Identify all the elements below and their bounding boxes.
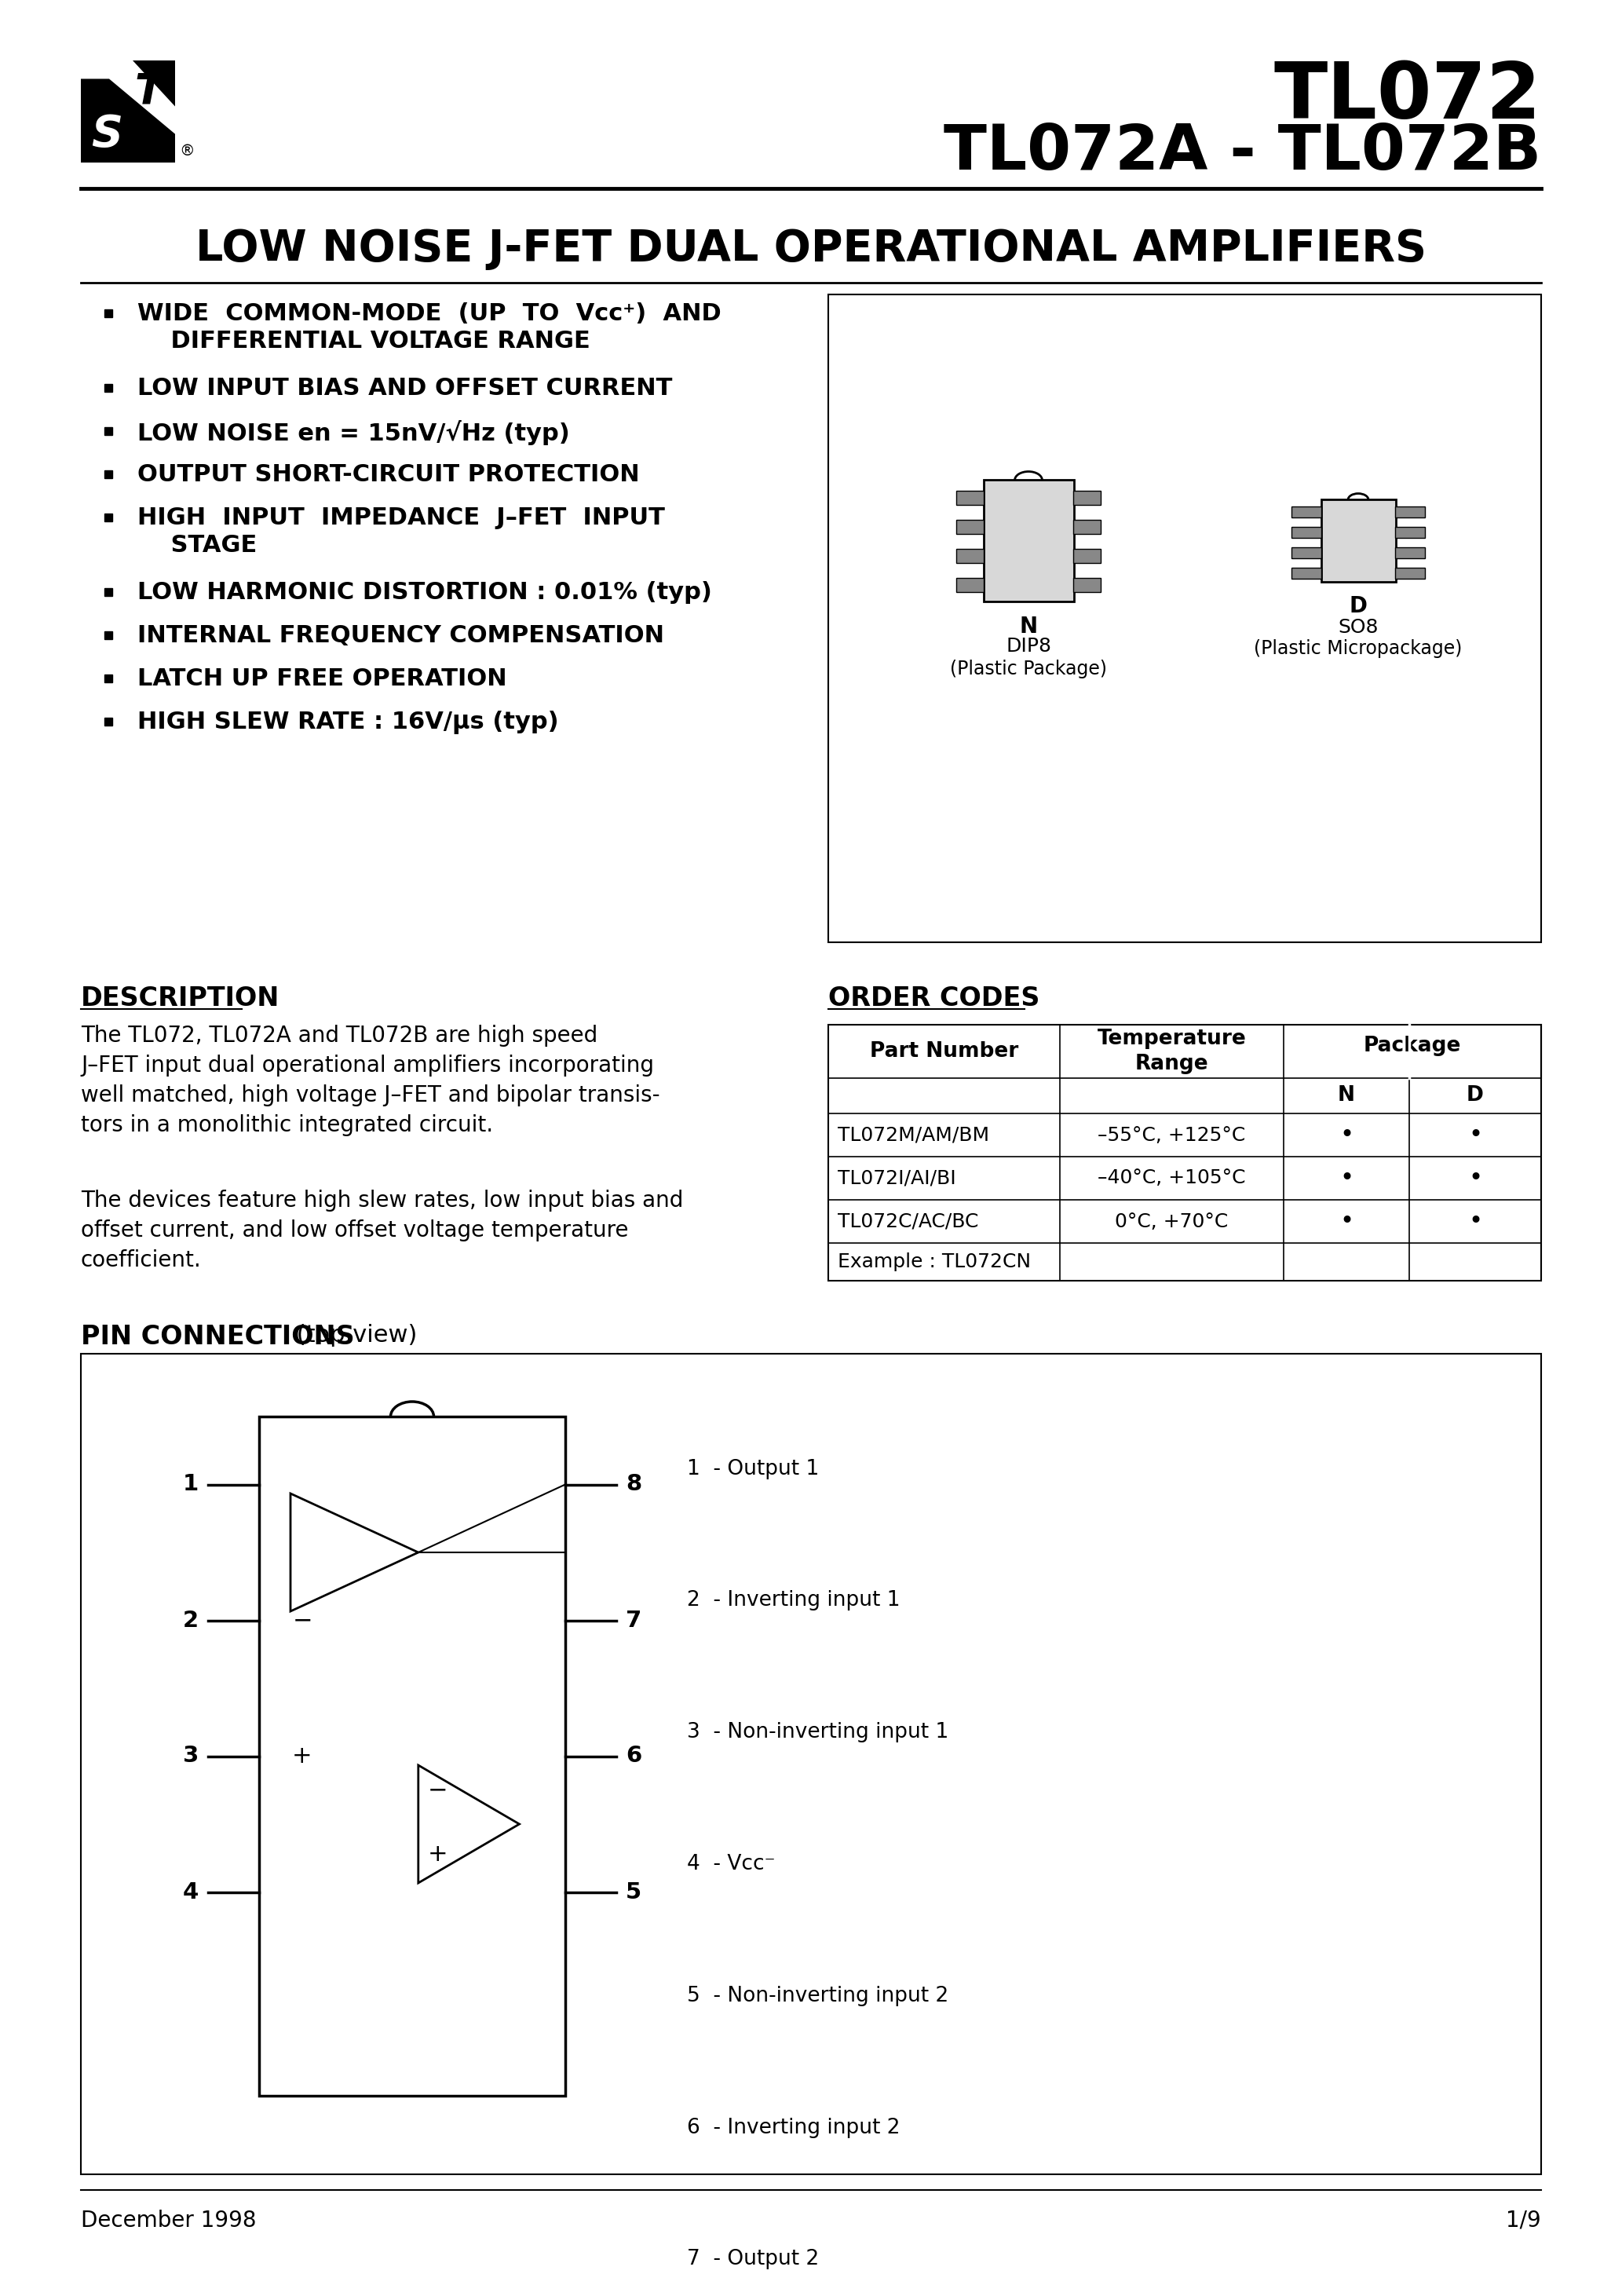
Text: +: + (292, 1745, 313, 1768)
Text: (Plastic Micropackage): (Plastic Micropackage) (1254, 641, 1463, 659)
Text: TL072I/AI/BI: TL072I/AI/BI (837, 1169, 955, 1187)
Text: –55°C, +125°C: –55°C, +125°C (1098, 1125, 1246, 1143)
Bar (829, 1024, 1541, 1281)
Text: HIGH  INPUT  IMPEDANCE  J–FET  INPUT
    STAGE: HIGH INPUT IMPEDANCE J–FET INPUT STAGE (138, 507, 665, 556)
Text: The TL072, TL072A and TL072B are high speed
J–FET input dual operational amplifi: The TL072, TL072A and TL072B are high sp… (81, 1024, 660, 1137)
Text: 1: 1 (183, 1474, 198, 1495)
Bar (1074, 491, 1101, 505)
Bar (1395, 567, 1426, 579)
Bar (1291, 567, 1322, 579)
Polygon shape (81, 60, 175, 133)
Text: 5: 5 (626, 1880, 642, 1903)
Bar (829, 294, 1541, 941)
Text: LOW INPUT BIAS AND OFFSET CURRENT: LOW INPUT BIAS AND OFFSET CURRENT (138, 377, 673, 400)
Bar (81, 60, 175, 163)
Bar (1322, 498, 1397, 581)
Text: Example : TL072CN: Example : TL072CN (837, 1251, 1032, 1272)
Text: S: S (91, 113, 123, 156)
Text: INTERNAL FREQUENCY COMPENSATION: INTERNAL FREQUENCY COMPENSATION (138, 625, 663, 647)
Text: 6: 6 (626, 1745, 642, 1768)
Text: 2: 2 (183, 1609, 198, 1630)
Bar (983, 480, 1074, 602)
Bar (957, 491, 983, 505)
Text: •: • (1468, 1123, 1483, 1146)
Text: TL072M/AM/BM: TL072M/AM/BM (837, 1125, 989, 1143)
Text: D: D (1466, 1086, 1484, 1107)
Text: OUTPUT SHORT-CIRCUIT PROTECTION: OUTPUT SHORT-CIRCUIT PROTECTION (138, 464, 639, 487)
Text: 4: 4 (183, 1880, 198, 1903)
Polygon shape (418, 1766, 519, 1883)
Text: 7: 7 (626, 1609, 642, 1630)
Text: The devices feature high slew rates, low input bias and
offset current, and low : The devices feature high slew rates, low… (81, 1189, 683, 1272)
Text: LOW NOISE en = 15nV/√Hz (typ): LOW NOISE en = 15nV/√Hz (typ) (138, 420, 569, 445)
Text: 4  - Vcc⁻: 4 - Vcc⁻ (688, 1853, 775, 1874)
Text: •: • (1340, 1166, 1353, 1189)
Text: (Plastic Package): (Plastic Package) (950, 659, 1106, 677)
Text: •: • (1468, 1166, 1483, 1189)
Bar (1395, 526, 1426, 537)
Text: 3: 3 (183, 1745, 198, 1768)
Text: D: D (1350, 595, 1367, 618)
Text: •: • (1340, 1123, 1353, 1146)
Bar (260, 1417, 564, 2096)
Text: ORDER CODES: ORDER CODES (829, 985, 1040, 1010)
Bar (1074, 579, 1101, 592)
Text: SO8: SO8 (1338, 618, 1379, 636)
Text: (top view): (top view) (289, 1325, 417, 1348)
Bar (1291, 546, 1322, 558)
Text: TL072A - TL072B: TL072A - TL072B (944, 122, 1541, 184)
Text: December 1998: December 1998 (81, 2209, 256, 2232)
Text: DESCRIPTION: DESCRIPTION (81, 985, 279, 1010)
Text: −: − (428, 1779, 448, 1802)
Bar (957, 549, 983, 563)
Bar (1074, 549, 1101, 563)
Text: HIGH SLEW RATE : 16V/μs (typ): HIGH SLEW RATE : 16V/μs (typ) (138, 712, 558, 735)
Text: Package: Package (1364, 1035, 1461, 1056)
Text: 1/9: 1/9 (1505, 2209, 1541, 2232)
Text: 0°C, +70°C: 0°C, +70°C (1116, 1212, 1228, 1231)
Text: •: • (1468, 1210, 1483, 1233)
Text: 8: 8 (626, 1474, 642, 1495)
Text: Part Number: Part Number (869, 1040, 1019, 1061)
Text: +: + (428, 1844, 448, 1864)
Text: TL072: TL072 (1273, 60, 1541, 135)
Text: 1  - Output 1: 1 - Output 1 (688, 1458, 819, 1479)
Text: T: T (135, 71, 162, 113)
Bar (1291, 505, 1322, 517)
Text: 7  - Output 2: 7 - Output 2 (688, 2250, 819, 2268)
Text: −: − (292, 1609, 313, 1632)
Text: –40°C, +105°C: –40°C, +105°C (1098, 1169, 1246, 1187)
Text: 3  - Non-inverting input 1: 3 - Non-inverting input 1 (688, 1722, 949, 1743)
Text: TL072C/AC/BC: TL072C/AC/BC (837, 1212, 978, 1231)
Text: WIDE  COMMON-MODE  (UP  TO  Vcc⁺)  AND
    DIFFERENTIAL VOLTAGE RANGE: WIDE COMMON-MODE (UP TO Vcc⁺) AND DIFFER… (138, 303, 722, 351)
Bar (1395, 546, 1426, 558)
Text: PIN CONNECTIONS: PIN CONNECTIONS (81, 1325, 355, 1350)
Text: 2  - Inverting input 1: 2 - Inverting input 1 (688, 1591, 900, 1612)
Bar (957, 579, 983, 592)
Text: 5  - Non-inverting input 2: 5 - Non-inverting input 2 (688, 1986, 949, 2007)
Text: N: N (1338, 1086, 1354, 1107)
Bar (1074, 519, 1101, 533)
Bar (81, 1355, 1541, 2174)
Text: LATCH UP FREE OPERATION: LATCH UP FREE OPERATION (138, 668, 506, 691)
Bar (957, 519, 983, 533)
Bar (1395, 505, 1426, 517)
Text: •: • (1340, 1210, 1353, 1233)
Text: N: N (1019, 615, 1038, 638)
Text: DIP8: DIP8 (1006, 638, 1051, 657)
Text: LOW HARMONIC DISTORTION : 0.01% (typ): LOW HARMONIC DISTORTION : 0.01% (typ) (138, 581, 712, 604)
Bar (1291, 526, 1322, 537)
Text: Temperature
Range: Temperature Range (1096, 1029, 1246, 1075)
Text: ®: ® (178, 145, 195, 158)
Polygon shape (290, 1492, 418, 1612)
Text: LOW NOISE J-FET DUAL OPERATIONAL AMPLIFIERS: LOW NOISE J-FET DUAL OPERATIONAL AMPLIFI… (196, 227, 1426, 271)
Text: 6  - Inverting input 2: 6 - Inverting input 2 (688, 2117, 900, 2138)
